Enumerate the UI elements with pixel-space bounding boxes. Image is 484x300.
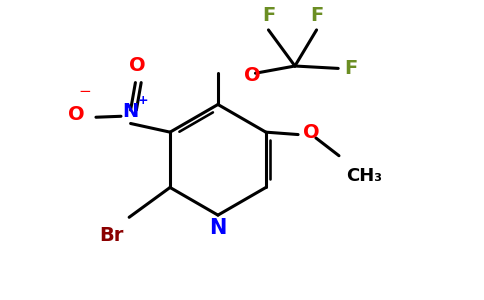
Text: O: O [244,66,261,85]
Text: O: O [130,56,146,75]
Text: O: O [303,123,319,142]
Text: +: + [137,94,148,107]
Text: N: N [122,102,139,121]
Text: O: O [68,105,85,124]
Text: F: F [262,6,275,25]
Text: −: − [78,84,91,99]
Text: F: F [310,6,323,25]
Text: F: F [344,59,357,78]
Text: N: N [209,218,227,239]
Text: Br: Br [99,226,123,245]
Text: CH₃: CH₃ [346,167,382,185]
